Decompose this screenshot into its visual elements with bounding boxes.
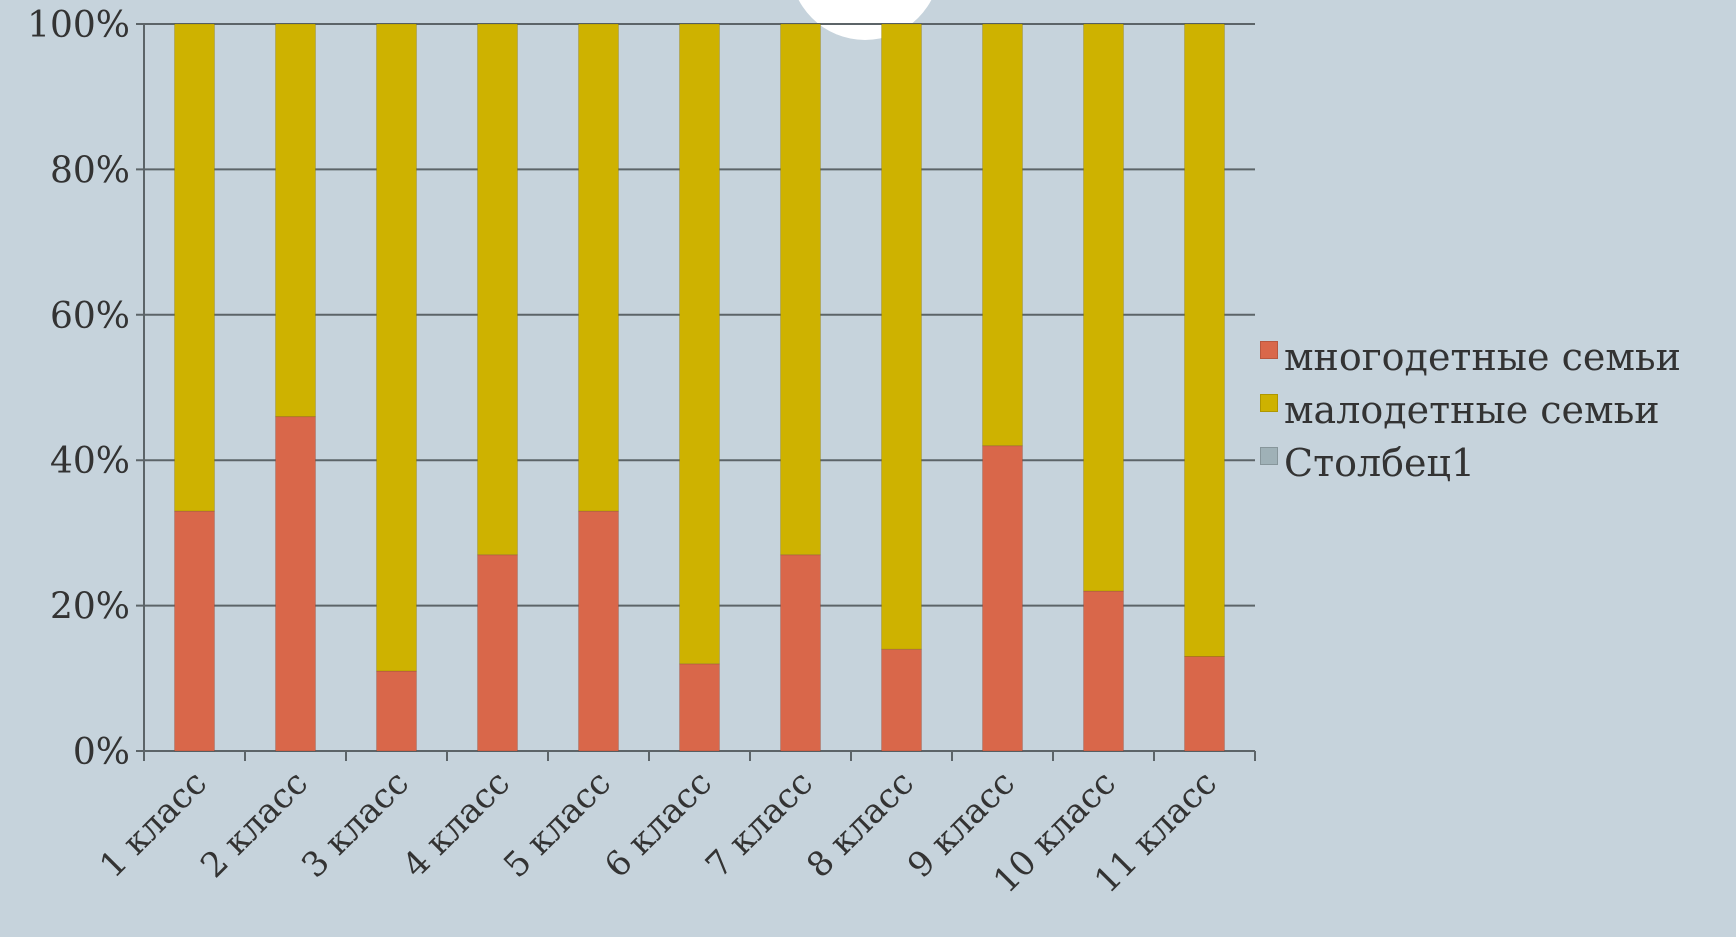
bar-segment [275,416,316,752]
bar-segment [982,445,1023,752]
legend-swatch-mnogodetnye [1260,340,1278,359]
bar-segment [174,23,215,512]
y-tick-label: 20% [50,587,130,628]
bar-segment [376,23,417,672]
bar-segment [1083,23,1124,592]
y-tick-label: 60% [50,296,130,337]
legend-swatch-malodetnye [1260,393,1278,412]
bar-segment [1184,23,1225,657]
bar-segment [1184,655,1225,752]
bar-segment [679,23,720,665]
chart-legend: многодетные семьи малодетные семьи Столб… [1260,330,1681,489]
bar-segment [578,23,619,512]
y-tick-label: 0% [73,732,130,773]
y-tick-label: 80% [50,150,130,191]
bar-segment [477,23,518,556]
x-tick-label: 4 класс [395,763,518,886]
bar-segment [275,23,316,418]
x-tick-label: 5 класс [496,763,619,886]
bar-segment [780,23,821,556]
x-tick-label: 8 класс [799,763,922,886]
legend-label-malodetnye: малодетные семьи [1284,387,1660,432]
x-tick-label: 6 класс [597,763,720,886]
legend-item-malodetnye: малодетные семьи [1260,383,1681,436]
legend-item-stolbec1: Столбец1 [1260,436,1681,489]
legend-label-mnogodetnye: многодетные семьи [1284,334,1681,379]
bar-segment [578,510,619,752]
legend-label-stolbec1: Столбец1 [1284,440,1476,485]
x-tick-label: 3 класс [294,763,417,886]
x-tick-label: 2 класс [193,763,316,886]
y-tick-label: 40% [50,441,130,482]
bar-segment [780,554,821,752]
bar-segment [477,554,518,752]
bar-segment [174,510,215,752]
bar-segment [881,648,922,752]
x-tick-label: 7 класс [698,763,821,886]
bar-segment [881,23,922,650]
y-tick-label: 100% [27,5,130,46]
bar-segment [1083,590,1124,752]
legend-item-mnogodetnye: многодетные семьи [1260,330,1681,383]
bar-segment [679,663,720,752]
bar-segment [982,23,1023,447]
bar-segment [376,670,417,752]
x-tick-label: 1 класс [92,763,215,886]
legend-swatch-stolbec1 [1260,446,1278,465]
